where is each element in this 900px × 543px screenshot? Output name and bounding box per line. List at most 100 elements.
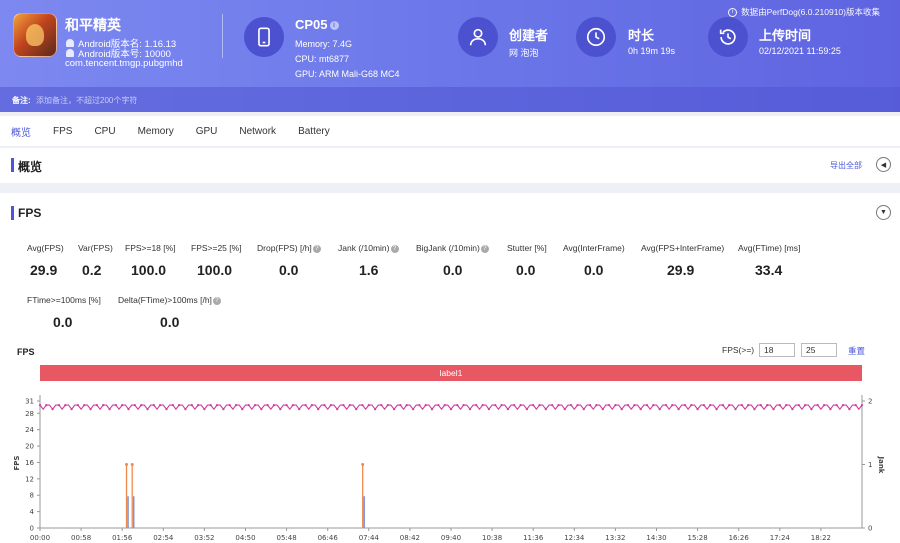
expand-button[interactable]: ▼ <box>876 205 891 220</box>
x-tick-label: 09:40 <box>441 534 461 542</box>
fps-point <box>494 404 497 407</box>
jank-point <box>125 463 129 466</box>
fps-point <box>127 408 130 411</box>
metric-value: 33.4 <box>755 262 783 278</box>
upload-title: 上传时间 <box>759 28 812 43</box>
fps-point <box>513 404 516 407</box>
fps-point <box>829 408 832 411</box>
fps-point <box>759 404 762 407</box>
fps-point <box>304 404 307 407</box>
export-all-button[interactable]: 导出全部 <box>830 161 862 170</box>
phone-icon <box>244 17 284 57</box>
x-tick-label: 15:28 <box>688 534 708 542</box>
fps-point <box>89 408 92 411</box>
jank-point <box>361 463 365 466</box>
fps-point <box>449 408 453 411</box>
info-icon: i <box>728 7 738 17</box>
fps-point <box>677 408 680 411</box>
fps-point <box>348 404 351 407</box>
fps-point <box>532 404 535 407</box>
fps-point <box>563 408 566 411</box>
y2-tick-label: 0 <box>868 525 872 533</box>
fps-point <box>462 404 465 407</box>
help-icon[interactable]: ? <box>390 244 399 253</box>
fps-point <box>102 404 105 407</box>
metric-label: Jank (/10min)? <box>338 243 399 253</box>
fps-point <box>424 404 427 407</box>
fps-point <box>456 404 459 407</box>
fps-point <box>437 404 440 407</box>
fps-point <box>64 404 67 407</box>
fps-point <box>633 404 636 407</box>
threshold-input-low[interactable]: 18 <box>759 343 795 357</box>
fps-point <box>823 404 826 407</box>
fps-point <box>652 404 655 407</box>
y2-tick-label: 2 <box>868 398 872 406</box>
tab-battery[interactable]: Battery <box>298 125 330 137</box>
metric-label: Avg(InterFrame) <box>563 243 625 253</box>
y2-axis-label: Jank <box>877 456 885 474</box>
device-info-icon[interactable]: i <box>329 21 339 31</box>
fps-point <box>626 404 630 407</box>
history-icon <box>708 17 748 57</box>
fps-point <box>860 404 864 407</box>
android-version-name: Android版本名: 1.16.13 <box>66 36 176 50</box>
fps-point <box>506 408 509 411</box>
fps-point <box>57 404 61 407</box>
fps-point <box>70 408 73 411</box>
help-icon[interactable]: ? <box>212 296 221 305</box>
fps-point <box>854 404 857 407</box>
collapse-button[interactable]: ◀ <box>876 157 891 172</box>
section-accent <box>11 158 14 172</box>
fps-point <box>620 408 623 411</box>
report-header: 和平精英 Android版本名: 1.16.13 Android版本号: 100… <box>0 0 900 112</box>
x-tick-label: 01:56 <box>112 534 133 542</box>
metric-value: 29.9 <box>30 262 58 278</box>
tab-gpu[interactable]: GPU <box>195 125 218 137</box>
fps-point <box>190 404 193 407</box>
app-name: 和平精英 <box>65 17 121 33</box>
fps-point <box>171 404 174 407</box>
fps-point <box>197 404 200 407</box>
fps-point <box>203 408 206 411</box>
y-tick-label: 4 <box>30 508 35 516</box>
duration-value: 0h 19m 19s <box>628 46 676 56</box>
tab-cpu[interactable]: CPU <box>94 125 116 137</box>
fps-point <box>298 408 301 411</box>
tab-memory[interactable]: Memory <box>137 125 174 137</box>
x-tick-label: 00:58 <box>71 534 91 542</box>
fps-point <box>146 408 149 411</box>
fps-point <box>797 404 800 407</box>
metric-value: 100.0 <box>197 262 233 278</box>
fps-point <box>582 408 585 411</box>
tab-overview[interactable]: 概览 <box>11 127 31 139</box>
reset-button[interactable]: 重置 <box>848 346 866 356</box>
device-gpu: GPU: ARM Mali-G68 MC4 <box>295 69 400 79</box>
y-tick-label: 0 <box>30 525 34 533</box>
help-icon[interactable]: ? <box>480 244 489 253</box>
tab-network[interactable]: Network <box>239 125 277 137</box>
fps-point <box>778 404 781 407</box>
fps-point <box>443 404 446 407</box>
remark-input[interactable]: 添加备注，不超过200个字符 <box>36 96 138 105</box>
fps-point <box>430 408 434 411</box>
threshold-input-high[interactable]: 25 <box>801 343 837 357</box>
jank-point <box>130 463 134 466</box>
fps-point <box>222 408 225 411</box>
fps-point <box>696 408 699 411</box>
fps-point <box>595 404 598 407</box>
fps-point <box>184 408 187 411</box>
chevron-down-icon: ▼ <box>880 209 887 216</box>
metric-label: Stutter [%] <box>507 243 547 253</box>
fps-point <box>336 408 339 411</box>
fps-point <box>399 404 402 407</box>
fps-point <box>658 408 661 411</box>
chevron-left-icon: ◀ <box>880 161 887 169</box>
metric-value: 0.0 <box>516 262 536 278</box>
label-band[interactable]: label1 <box>40 365 862 381</box>
metric-label: BigJank (/10min)? <box>416 243 489 253</box>
help-icon[interactable]: ? <box>312 244 321 253</box>
tab-fps[interactable]: FPS <box>53 125 73 137</box>
y2-tick-label: 1 <box>868 461 872 469</box>
app-icon <box>13 13 57 57</box>
